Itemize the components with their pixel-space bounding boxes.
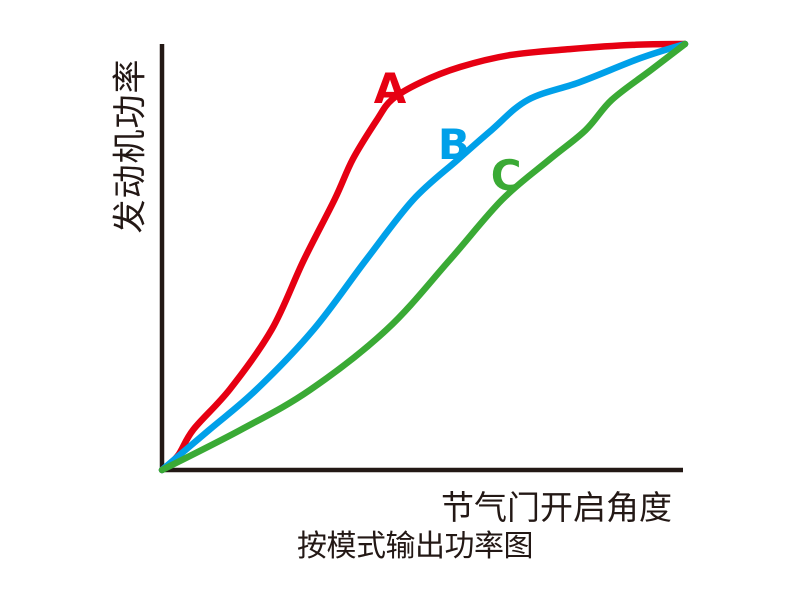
series-b-curve bbox=[158, 40, 689, 474]
chart-caption: 按模式输出功率图 bbox=[297, 529, 534, 564]
series-a-curve bbox=[158, 40, 689, 474]
series-b-label: B bbox=[438, 120, 470, 169]
y-axis-title: 发动机功率 bbox=[110, 58, 151, 234]
x-axis-title: 节气门开启角度 bbox=[441, 488, 672, 527]
series-a-label: A bbox=[374, 64, 407, 113]
series-c-label: C bbox=[491, 151, 522, 200]
series-c-curve bbox=[158, 40, 689, 474]
